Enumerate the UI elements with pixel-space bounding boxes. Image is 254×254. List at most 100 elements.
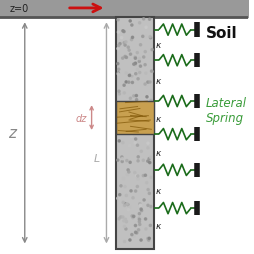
Point (131, 63, 135, 67)
Point (134, 231, 138, 235)
Point (122, 91, 126, 96)
Point (148, 155, 152, 160)
Text: κ: κ (155, 41, 161, 50)
Point (117, 196, 121, 200)
Point (126, 46, 130, 50)
Point (146, 72, 150, 76)
Point (120, 141, 124, 145)
Point (145, 236, 149, 241)
Text: κ: κ (155, 221, 161, 231)
Point (146, 238, 150, 242)
Point (119, 37, 123, 41)
Point (138, 43, 142, 47)
Text: L: L (93, 154, 99, 164)
Point (118, 42, 122, 46)
Point (140, 35, 144, 39)
Point (139, 150, 143, 154)
Point (141, 158, 145, 163)
Point (128, 97, 132, 101)
Point (144, 83, 148, 87)
Text: κ: κ (155, 115, 161, 124)
Point (123, 202, 127, 206)
Point (116, 31, 120, 35)
Point (116, 72, 120, 76)
Point (137, 60, 141, 64)
Point (130, 214, 134, 218)
Point (122, 185, 126, 189)
Point (146, 95, 150, 99)
Point (138, 216, 142, 220)
Point (141, 198, 146, 202)
Point (129, 24, 133, 28)
Point (116, 73, 120, 77)
Point (135, 185, 139, 189)
Point (131, 94, 135, 99)
Point (137, 212, 141, 216)
Point (120, 157, 124, 161)
Point (122, 41, 126, 45)
Point (145, 203, 149, 208)
Point (135, 51, 139, 55)
Point (131, 214, 135, 218)
Point (142, 64, 147, 68)
Point (139, 209, 143, 213)
Point (116, 217, 120, 221)
Point (128, 238, 132, 242)
Point (124, 56, 128, 60)
Point (138, 207, 142, 211)
Text: κ: κ (155, 186, 161, 195)
Point (131, 196, 135, 200)
Point (146, 141, 150, 146)
Point (149, 176, 153, 180)
Point (117, 92, 121, 97)
Point (124, 202, 129, 206)
Point (147, 236, 151, 241)
Point (123, 217, 127, 221)
Point (128, 20, 132, 24)
Point (133, 141, 137, 145)
Point (117, 139, 121, 143)
Point (136, 228, 140, 232)
Point (122, 204, 126, 208)
Point (128, 53, 132, 57)
Text: Soil: Soil (205, 25, 236, 40)
Point (117, 193, 121, 197)
Point (137, 202, 141, 206)
Point (124, 220, 128, 224)
Point (134, 98, 138, 102)
Point (145, 146, 149, 150)
Point (143, 217, 147, 221)
Point (133, 63, 137, 67)
Point (120, 57, 124, 61)
Point (131, 234, 135, 238)
Point (144, 26, 148, 30)
Point (135, 144, 139, 148)
Point (141, 174, 145, 178)
Point (115, 62, 119, 67)
Text: z: z (8, 126, 16, 141)
Point (133, 56, 137, 60)
Point (138, 203, 142, 208)
Point (145, 160, 149, 164)
Point (133, 230, 137, 234)
Point (133, 224, 137, 228)
Point (129, 38, 133, 42)
Point (147, 192, 151, 196)
Point (133, 230, 137, 234)
Point (149, 205, 153, 209)
Point (149, 99, 153, 103)
Point (135, 174, 139, 178)
Point (147, 18, 151, 22)
Point (133, 137, 137, 141)
Point (122, 84, 126, 88)
Point (120, 160, 124, 164)
Point (115, 158, 119, 163)
Point (136, 155, 140, 159)
Point (133, 53, 137, 57)
Point (144, 95, 148, 99)
Point (133, 72, 137, 76)
Point (147, 161, 151, 165)
Point (143, 173, 147, 178)
Point (124, 159, 129, 163)
Point (127, 144, 131, 148)
